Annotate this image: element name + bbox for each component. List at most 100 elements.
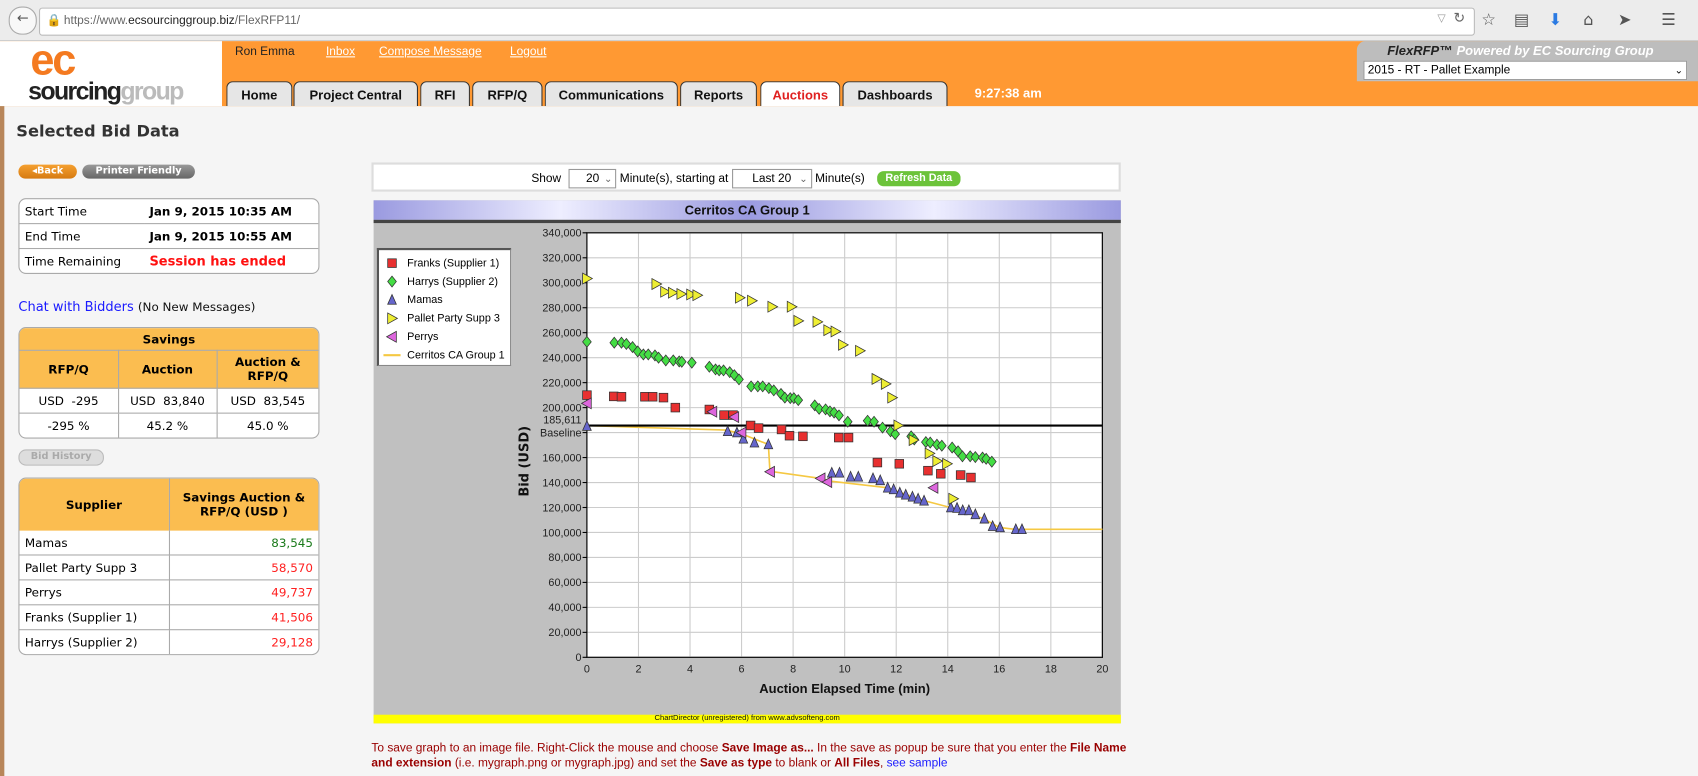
x-tick-label: 18 xyxy=(1045,663,1057,675)
data-point xyxy=(582,390,592,400)
reload-icon[interactable]: ↻ xyxy=(1453,10,1466,28)
tab-reports[interactable]: Reports xyxy=(680,81,757,107)
savings-percent: 45.2 % xyxy=(118,413,218,438)
session-status: Session has ended xyxy=(149,253,287,269)
data-point xyxy=(763,465,775,478)
data-point xyxy=(687,356,697,369)
series-mamas xyxy=(582,419,1027,535)
x-tick-label: 20 xyxy=(1096,663,1108,675)
chevron-down-icon: ⌄ xyxy=(1674,64,1683,76)
chevron-down-icon: ⌄ xyxy=(603,173,613,185)
data-point xyxy=(719,410,729,420)
dropdown-icon[interactable]: ▽ xyxy=(1437,12,1446,25)
y-tick-label: 240,000 xyxy=(542,352,581,364)
data-point xyxy=(842,415,853,428)
info-label: Start Time xyxy=(19,199,145,225)
data-point xyxy=(894,459,905,469)
data-point xyxy=(776,424,787,435)
data-point xyxy=(855,344,867,357)
supplier-row: Pallet Party Supp 3 58,570 xyxy=(19,554,319,581)
tab-home[interactable]: Home xyxy=(226,81,293,107)
legend-marker xyxy=(383,354,401,357)
data-point xyxy=(786,300,798,313)
data-point xyxy=(834,466,845,478)
data-point xyxy=(923,465,933,476)
compose-message-link[interactable]: Compose Message xyxy=(379,45,482,59)
home-icon[interactable]: ⌂ xyxy=(1583,9,1594,30)
data-point xyxy=(987,455,997,468)
x-tick-label: 16 xyxy=(993,663,1005,675)
y-tick-label: 0 xyxy=(576,652,582,664)
legend-marker xyxy=(387,275,397,288)
data-point xyxy=(927,481,939,494)
bid-history-button[interactable]: Bid History xyxy=(18,449,104,466)
page-title: Selected Bid Data xyxy=(16,121,180,141)
tab-project-central[interactable]: Project Central xyxy=(293,81,418,107)
tab-communications[interactable]: Communications xyxy=(544,81,678,107)
star-icon[interactable]: ☆ xyxy=(1481,9,1496,30)
back-button[interactable]: ◂Back xyxy=(18,164,77,179)
data-point xyxy=(919,494,929,506)
data-point xyxy=(887,391,899,404)
savings-table: Savings RFP/Q Auction Auction & RFP/Q US… xyxy=(18,327,320,439)
ec-sourcing-group-logo[interactable]: ec sourcinggroup xyxy=(0,37,222,107)
see-sample-link[interactable]: see sample xyxy=(886,756,948,770)
data-point xyxy=(821,475,833,489)
supplier-row: Harrys (Supplier 2) 29,128 xyxy=(19,629,318,655)
data-point xyxy=(924,447,936,460)
note-bold: File Name and extension xyxy=(371,741,1127,770)
supplier-name: Pallet Party Supp 3 xyxy=(19,554,170,581)
data-point xyxy=(722,424,733,437)
back-arrow-icon[interactable]: ← xyxy=(8,6,37,35)
reading-list-icon[interactable]: ▤ xyxy=(1513,9,1530,30)
tab-auctions[interactable]: Auctions xyxy=(760,81,841,107)
data-point xyxy=(845,470,856,482)
data-point xyxy=(745,420,756,431)
tab-rfi[interactable]: RFI xyxy=(420,81,470,107)
data-point xyxy=(987,519,998,531)
data-point xyxy=(945,501,956,513)
data-point xyxy=(979,512,990,524)
tab-dashboards[interactable]: Dashboards xyxy=(842,81,948,107)
minutes-select[interactable]: 20 ⌄ xyxy=(568,168,617,189)
product-panel: FlexRFP™ Powered by EC Sourcing Group 20… xyxy=(1356,41,1698,82)
tab-rfpq[interactable]: RFP/Q xyxy=(472,81,543,107)
chat-with-bidders-link[interactable]: Chat with Bidders xyxy=(18,298,134,315)
menu-icon[interactable]: ☰ xyxy=(1661,9,1676,30)
logo-group: group xyxy=(120,76,184,106)
data-point xyxy=(932,454,944,468)
download-icon[interactable]: ⬇ xyxy=(1548,9,1563,30)
data-point xyxy=(913,492,924,504)
legend-item: Harrys (Supplier 2) xyxy=(383,274,498,291)
bid-chart[interactable]: Cerritos CA Group 1 0 2 4 6 8 10 12 14 16 18 20 0 20… xyxy=(373,200,1121,724)
start-select[interactable]: Last 20 ⌄ xyxy=(731,168,812,189)
data-point xyxy=(948,492,960,505)
y-tick-label: 320,000 xyxy=(542,253,581,265)
data-point xyxy=(838,338,850,351)
inbox-link[interactable]: Inbox xyxy=(325,45,356,59)
printer-friendly-button[interactable]: Printer Friendly xyxy=(82,164,195,179)
y-tick-label: 260,000 xyxy=(542,327,581,339)
browser-toolbar: ← 🔒 https://www.ecsourcinggroup.biz/Flex… xyxy=(0,0,1698,42)
address-bar[interactable]: 🔒 https://www.ecsourcinggroup.biz/FlexRF… xyxy=(38,7,1475,36)
supplier-name: Franks (Supplier 1) xyxy=(19,604,170,631)
project-select[interactable]: 2015 - RT - Pallet Example ⌄ xyxy=(1363,60,1688,81)
refresh-data-button[interactable]: Refresh Data xyxy=(876,171,961,187)
send-icon[interactable]: ➤ xyxy=(1617,9,1632,30)
savings-percent: 45.0 % xyxy=(247,418,289,433)
note-bold: Save as type xyxy=(699,756,773,770)
data-point xyxy=(738,432,749,444)
note-text: to blank or xyxy=(772,756,835,770)
data-point xyxy=(753,423,764,433)
data-point xyxy=(653,351,664,364)
logout-link[interactable]: Logout xyxy=(510,45,547,59)
legend-item: Cerritos CA Group 1 xyxy=(383,348,505,365)
y-tick-label: 340,000 xyxy=(542,228,581,240)
x-tick-label: 0 xyxy=(584,663,590,675)
y-tick-label: 220,000 xyxy=(542,377,581,389)
supplier-savings: 49,737 xyxy=(168,579,319,606)
page-border xyxy=(0,106,5,776)
col-supplier: Supplier xyxy=(19,478,170,531)
legend-label: Pallet Party Supp 3 xyxy=(407,312,500,325)
supplier-row: Franks (Supplier 1) 41,506 xyxy=(19,604,319,631)
